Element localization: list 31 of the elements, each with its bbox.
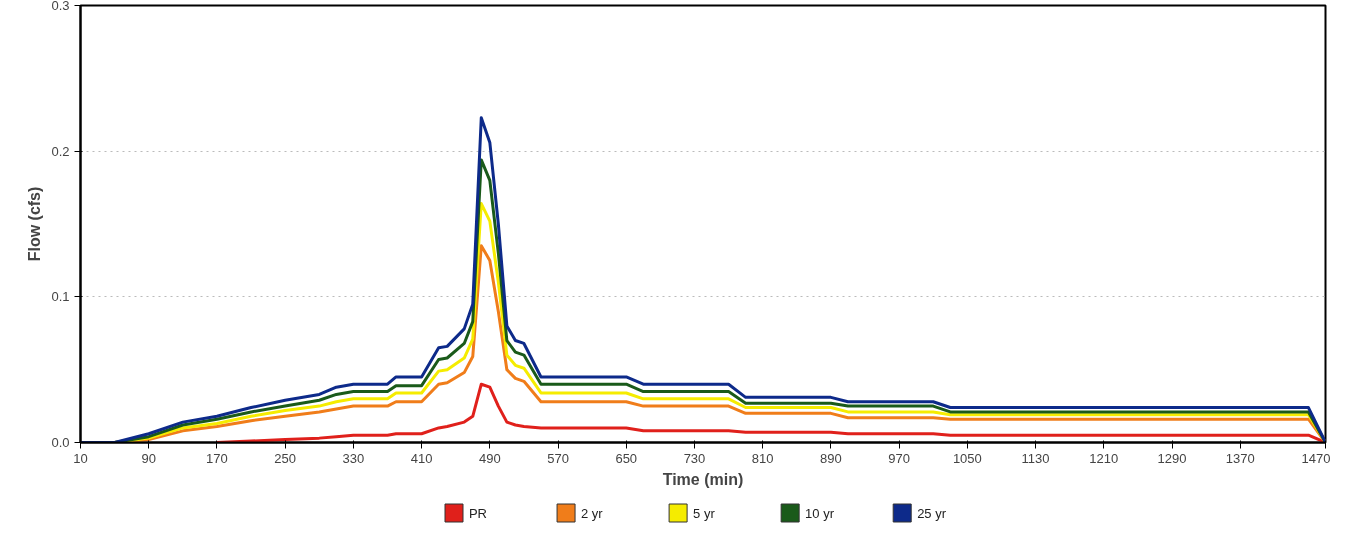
x-tick-label: 1370 [1225,450,1255,466]
y-axis-title: Flow (cfs) [26,186,44,262]
line-series [215,382,1326,443]
x-tick-label: 570 [547,450,569,466]
x-tick-label: 1210 [1089,450,1119,466]
x-tick-label: 650 [615,450,638,466]
legend-label: 10 yr [805,505,835,521]
legend-label: 2 yr [580,505,604,521]
y-tick-label: 0.2 [51,143,70,159]
x-tick-label: 490 [478,450,501,466]
y-tick-label: 0.0 [51,435,70,450]
x-axis-title: Time (min) [662,470,744,488]
x-tick-label: 410 [410,450,433,466]
legend-label: 25 yr [917,505,947,521]
x-tick-label: 10 [73,450,88,466]
x-tick-label: 1470 [1301,450,1331,466]
x-tick-label: 1050 [952,450,982,466]
x-tick-label: 1130 [1021,450,1050,466]
x-tick-label: 970 [888,450,910,466]
y-tick-label: 0.1 [51,289,70,305]
x-tick-label: 810 [751,450,774,466]
x-tick-label: 330 [342,450,365,466]
y-tick-label: 0.3 [51,0,70,13]
legend-label: PR [468,505,487,521]
x-tick-label: 730 [683,450,706,466]
legend-label: 5 yr [693,505,716,521]
x-tick-label: 1290 [1157,450,1187,466]
x-tick-label: 170 [206,450,228,466]
x-tick-label: 250 [274,450,297,466]
x-tick-label: 890 [820,450,842,466]
x-tick-label: 90 [141,450,156,466]
